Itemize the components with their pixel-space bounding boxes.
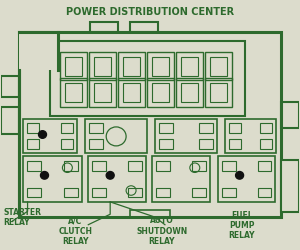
Bar bbox=[123, 58, 140, 76]
Bar bbox=[60, 53, 87, 81]
Bar bbox=[260, 140, 272, 149]
Bar bbox=[94, 84, 111, 103]
Bar bbox=[60, 79, 87, 108]
Bar bbox=[176, 79, 203, 108]
Bar bbox=[152, 58, 169, 76]
Bar bbox=[147, 53, 174, 81]
Circle shape bbox=[106, 172, 114, 179]
Bar bbox=[222, 162, 236, 171]
Bar bbox=[156, 162, 170, 171]
Bar bbox=[155, 120, 217, 153]
Bar bbox=[92, 188, 106, 197]
Bar bbox=[27, 124, 38, 133]
Bar bbox=[22, 120, 77, 153]
Bar bbox=[50, 41, 244, 117]
Bar bbox=[61, 140, 74, 149]
Bar bbox=[225, 120, 276, 153]
Bar bbox=[181, 58, 198, 76]
Bar bbox=[205, 53, 232, 81]
Bar bbox=[199, 124, 213, 133]
Bar bbox=[257, 188, 272, 197]
Bar bbox=[199, 140, 213, 149]
Bar bbox=[130, 24, 158, 33]
Bar bbox=[89, 53, 116, 81]
Bar bbox=[210, 58, 226, 76]
Bar bbox=[27, 162, 40, 171]
Bar bbox=[94, 58, 111, 76]
Bar bbox=[61, 124, 74, 133]
Circle shape bbox=[38, 131, 46, 139]
Bar bbox=[1, 108, 19, 134]
Bar bbox=[257, 162, 272, 171]
Bar bbox=[159, 124, 173, 133]
Bar bbox=[229, 140, 241, 149]
Text: POWER DISTRIBUTION CENTER: POWER DISTRIBUTION CENTER bbox=[66, 7, 234, 17]
Bar bbox=[22, 157, 82, 202]
Bar bbox=[229, 124, 241, 133]
Text: FUEL
PUMP
RELAY: FUEL PUMP RELAY bbox=[228, 210, 255, 239]
Bar bbox=[192, 162, 206, 171]
Bar bbox=[27, 188, 40, 197]
Bar bbox=[181, 84, 198, 103]
Bar bbox=[118, 53, 145, 81]
Bar bbox=[147, 79, 174, 108]
Bar bbox=[89, 124, 103, 133]
Bar bbox=[281, 102, 299, 129]
Bar bbox=[85, 120, 147, 153]
Bar bbox=[152, 157, 210, 202]
Bar bbox=[118, 79, 145, 108]
Bar bbox=[89, 140, 103, 149]
Bar bbox=[218, 157, 275, 202]
Text: A/C
CLUTCH
RELAY: A/C CLUTCH RELAY bbox=[58, 215, 92, 245]
Text: AUTO
SHUTDOWN
RELAY: AUTO SHUTDOWN RELAY bbox=[136, 215, 188, 245]
Bar bbox=[65, 58, 82, 76]
Bar bbox=[176, 53, 203, 81]
Bar bbox=[210, 84, 226, 103]
Bar bbox=[88, 157, 146, 202]
Bar bbox=[130, 210, 170, 217]
Bar bbox=[260, 124, 272, 133]
Bar bbox=[64, 188, 78, 197]
Bar bbox=[128, 162, 142, 171]
Bar bbox=[92, 162, 106, 171]
Bar bbox=[64, 162, 78, 171]
Bar bbox=[128, 188, 142, 197]
Bar bbox=[205, 79, 232, 108]
Bar bbox=[27, 140, 38, 149]
Bar bbox=[222, 188, 236, 197]
Bar bbox=[123, 84, 140, 103]
Circle shape bbox=[236, 172, 244, 179]
Bar bbox=[65, 84, 82, 103]
Bar bbox=[281, 160, 299, 212]
Bar bbox=[192, 188, 206, 197]
Bar bbox=[19, 33, 281, 217]
Bar bbox=[159, 140, 173, 149]
Bar bbox=[89, 79, 116, 108]
Bar bbox=[90, 24, 118, 33]
Circle shape bbox=[40, 172, 49, 179]
Bar bbox=[156, 188, 170, 197]
Bar bbox=[19, 33, 59, 71]
Bar bbox=[152, 84, 169, 103]
Text: STARTER
RELAY: STARTER RELAY bbox=[4, 207, 42, 226]
Bar bbox=[1, 76, 19, 98]
